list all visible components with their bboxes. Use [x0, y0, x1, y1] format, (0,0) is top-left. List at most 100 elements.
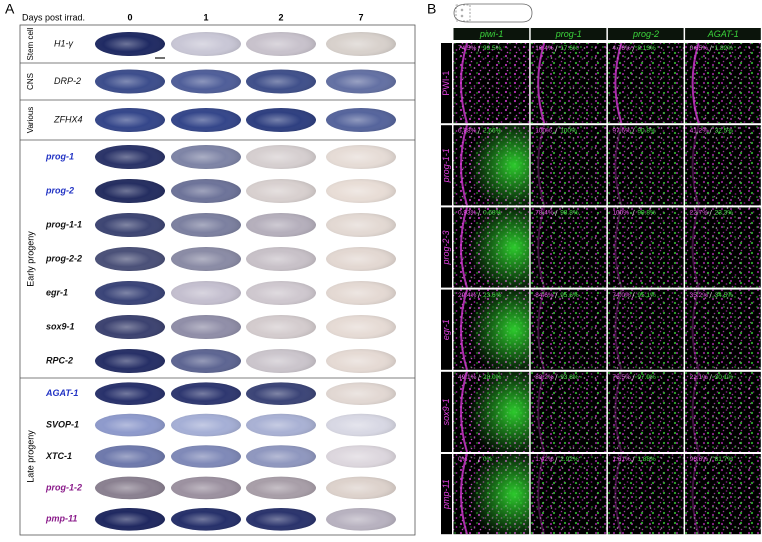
group-label: Various [26, 107, 35, 134]
image-shading [246, 507, 316, 531]
image-shading [95, 247, 165, 271]
worm-edge [460, 289, 468, 371]
percent-separator [632, 456, 635, 463]
image-shading [95, 32, 165, 56]
percent-separator [477, 456, 481, 463]
green-signal [607, 289, 684, 370]
green-signal [685, 125, 761, 206]
percent-separator [554, 292, 558, 299]
percent-magenta: 100% [535, 127, 552, 134]
percent-magenta: 74.5% [458, 45, 477, 52]
worm-edge [614, 42, 623, 124]
gene-label: ZFHX4 [53, 114, 83, 124]
gene-label: DRP-2 [54, 76, 81, 86]
image-shading [326, 349, 396, 373]
worm-edge [614, 207, 623, 288]
percent-separator [477, 127, 481, 134]
image-shading [171, 69, 241, 94]
row-label: egr-1 [441, 319, 451, 340]
header: Days post irrad. [22, 12, 85, 22]
percent-separator [554, 374, 558, 381]
image-shading [246, 281, 316, 305]
percent-magenta: 84.6% [535, 292, 554, 299]
image-shading [246, 382, 316, 406]
gene-label: AGAT-1 [45, 388, 78, 398]
panel-a: A Days post irrad. 0 1 2 7 Stem cell H1-γ CNS DRP… [5, 1, 416, 536]
worm-edge [537, 289, 546, 371]
percent-magenta: 0% [458, 456, 468, 463]
green-signal [530, 454, 607, 535]
percent-magenta: 29.4% [458, 292, 477, 299]
worm-edge [537, 124, 546, 206]
percent-green: 95.6% [560, 292, 579, 299]
image-shading [171, 382, 241, 406]
percent-separator [554, 456, 558, 463]
percent-separator [477, 45, 481, 52]
column-label: AGAT-1 [707, 29, 739, 39]
green-signal [453, 43, 530, 124]
image-shading [246, 247, 316, 271]
image-shading [326, 281, 396, 305]
worm-edge [691, 42, 700, 124]
image-shading [171, 445, 241, 468]
column-header [453, 28, 530, 40]
green-signal [607, 207, 684, 288]
day-label: 7 [358, 12, 363, 22]
image-shading [95, 108, 165, 132]
worm-edge [614, 124, 623, 206]
percent-green: 30.1% [715, 374, 734, 381]
percent-separator [632, 374, 635, 381]
image-shading [246, 69, 316, 94]
green-signal [607, 43, 684, 124]
percent-magenta: 100% [612, 210, 629, 217]
image-shading [326, 108, 396, 132]
image-shading [326, 507, 396, 531]
row-label: prog-2-3 [441, 230, 451, 265]
row-header [441, 289, 452, 370]
image-shading [326, 476, 396, 500]
percent-green: 32.5% [715, 127, 734, 134]
row-header [441, 125, 452, 206]
image-shading [246, 108, 316, 132]
green-signal [607, 371, 684, 452]
row-label: pmp-11 [441, 479, 451, 510]
gene-label: RPC-2 [46, 355, 73, 365]
row-header [441, 371, 452, 452]
green-glow [453, 454, 530, 535]
image-shading [171, 476, 241, 500]
green-signal [685, 289, 761, 370]
image-shading [326, 69, 396, 94]
table-frame [19, 24, 416, 536]
image-shading [171, 281, 241, 305]
row-header [441, 43, 452, 124]
image-shading [95, 145, 165, 169]
image-shading [326, 145, 396, 169]
percent-green: 0% [483, 456, 493, 463]
worm-edge [460, 453, 468, 535]
percent-separator [477, 209, 481, 216]
percent-green: 98.8% [560, 210, 579, 217]
image-shading [95, 507, 165, 531]
percent-magenta: 16.4% [535, 45, 554, 52]
image-shading [95, 476, 165, 500]
percent-magenta: 1.42% [535, 456, 554, 463]
image-shading [326, 213, 396, 237]
percent-green: 28.0% [483, 374, 502, 381]
percent-green: 2.66% [483, 127, 502, 134]
green-glow [453, 207, 530, 288]
green-signal [685, 454, 761, 535]
image-shading [171, 32, 241, 56]
percent-green: 81.7% [715, 456, 734, 463]
percent-green: 0.68% [483, 210, 502, 217]
gene-label: egr-1 [46, 287, 68, 297]
percent-magenta: 49.1% [458, 374, 477, 381]
worm-edge [537, 207, 546, 288]
percent-magenta: 0.65% [690, 45, 709, 52]
schematic [453, 3, 533, 23]
percent-separator [709, 209, 712, 216]
percent-green: 17.6% [560, 45, 579, 52]
percent-magenta: 4.76% [612, 45, 631, 52]
image-shading [326, 382, 396, 406]
image-shading [95, 281, 165, 305]
worm-edge [614, 371, 623, 453]
